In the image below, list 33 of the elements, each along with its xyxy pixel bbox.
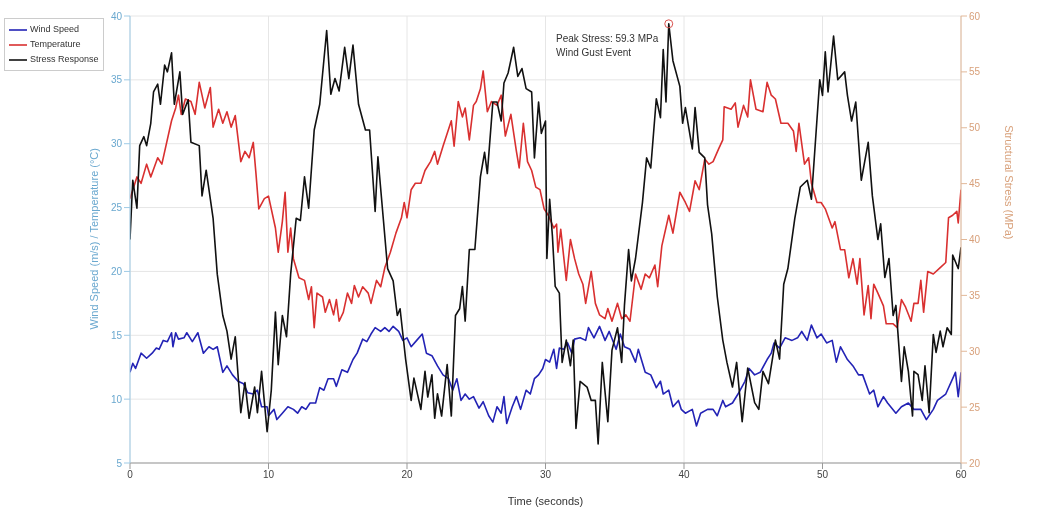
y2-tick-label: 40 (969, 234, 981, 246)
y2-tick-label: 60 (969, 10, 981, 22)
y-tick-label: 20 (110, 265, 123, 277)
x-tick-label: 50 (816, 469, 829, 481)
y-axis-title: Wind Speed (m/s) / Temperature (°C) (87, 148, 100, 330)
y2-tick-label: 50 (969, 122, 981, 134)
annotation: Wind Gust Event (556, 46, 633, 60)
legend-label: Wind Speed (30, 23, 80, 36)
x-tick-label: 30 (539, 469, 552, 481)
x-tick-label: 0 (127, 469, 134, 481)
x-tick-label: 20 (401, 469, 413, 481)
y2-tick-label: 30 (969, 345, 981, 357)
y2-tick-label: 20 (969, 457, 981, 469)
y-tick-label: 10 (110, 393, 123, 405)
y-tick-label: 5 (116, 457, 123, 469)
y2-axis-title: Structural Stress (MPa) (1003, 125, 1016, 240)
x-tick-label: 40 (678, 469, 690, 481)
y2-tick-label: 35 (969, 289, 981, 301)
x-axis-title: Time (seconds) (507, 495, 584, 507)
y-tick-label: 15 (110, 329, 123, 341)
legend-label: Stress Response (30, 53, 99, 66)
x-tick-label: 60 (955, 469, 967, 481)
y2-tick-label: 55 (969, 66, 981, 78)
y-tick-label: 40 (110, 10, 123, 22)
line-series (130, 324, 961, 427)
y-tick-label: 30 (110, 138, 123, 150)
legend-label: Temperature (30, 38, 81, 51)
y-tick-label: 25 (110, 202, 123, 214)
y-tick-label: 35 (110, 74, 123, 86)
y2-tick-label: 25 (969, 401, 981, 413)
y2-tick-label: 45 (969, 178, 981, 190)
annotation: Peak Stress: 59.3 MPa (556, 32, 659, 46)
x-tick-label: 10 (262, 469, 275, 481)
